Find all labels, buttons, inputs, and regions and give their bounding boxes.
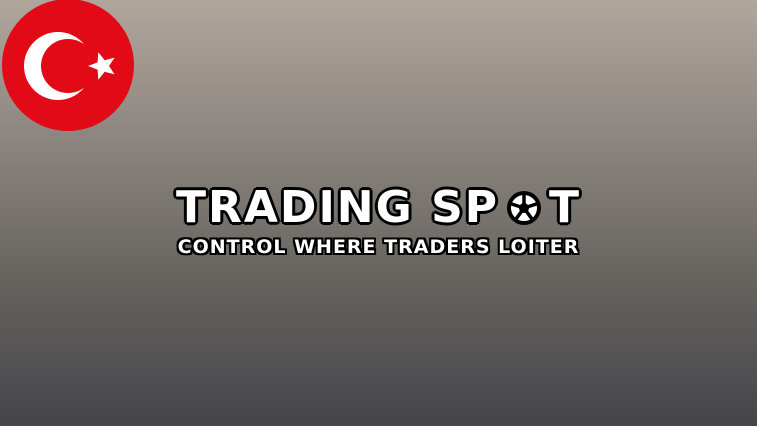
title-block: TRADING SP T CONTROL WHERE TRADERS LOITE… xyxy=(0,186,757,257)
subtitle: CONTROL WHERE TRADERS LOITER xyxy=(177,236,580,258)
wheel-icon xyxy=(504,188,544,228)
turkey-flag-icon xyxy=(0,0,136,131)
title-text-part2: T xyxy=(549,182,582,233)
page-title: TRADING SP T xyxy=(176,186,581,230)
title-text-part1: TRADING SP xyxy=(175,182,500,233)
